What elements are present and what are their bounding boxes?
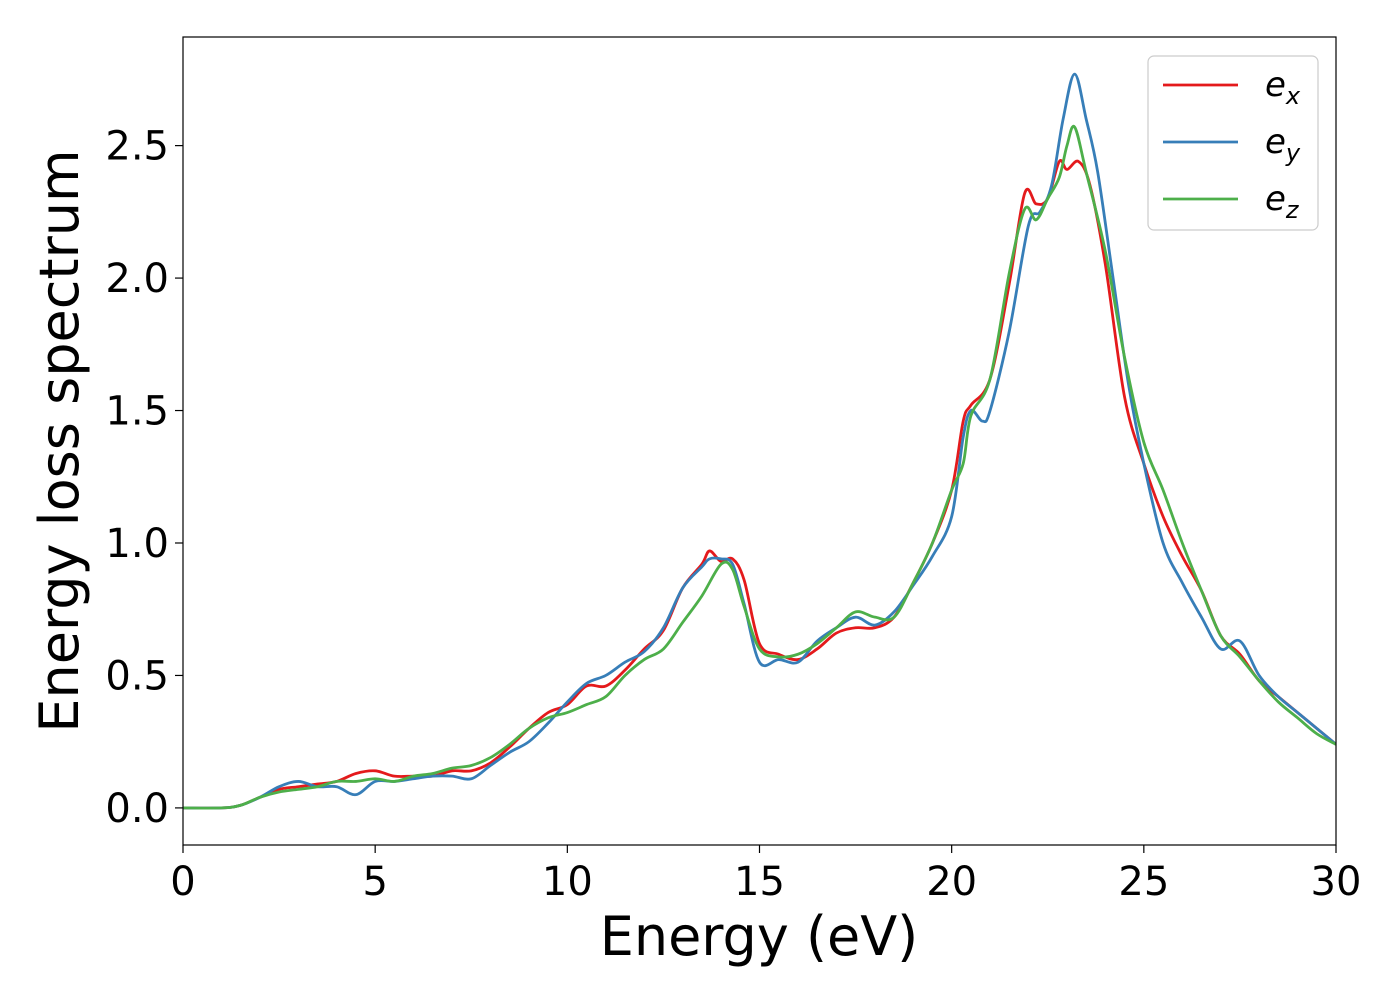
legend-label-ez: ez bbox=[1265, 179, 1300, 224]
x-tick-label: 0 bbox=[170, 859, 195, 905]
legend-label-ey: ey bbox=[1265, 122, 1301, 167]
y-tick-label: 0.5 bbox=[105, 653, 169, 699]
x-tick-label: 10 bbox=[542, 859, 593, 905]
x-tick-label: 15 bbox=[734, 859, 785, 905]
y-tick-label: 1.5 bbox=[105, 389, 169, 435]
y-tick-label: 0.0 bbox=[105, 786, 169, 832]
x-tick-label: 20 bbox=[926, 859, 977, 905]
legend: ex ey ez bbox=[1147, 55, 1319, 231]
x-tick-label: 25 bbox=[1118, 859, 1169, 905]
x-tick-label: 5 bbox=[362, 859, 387, 905]
y-axis: 0.0 0.5 1.0 1.5 2.0 2.5 bbox=[105, 124, 183, 832]
x-axis: 0 5 10 15 20 25 30 bbox=[170, 845, 1361, 905]
x-tick-label: 30 bbox=[1311, 859, 1362, 905]
y-tick-label: 2.0 bbox=[105, 256, 169, 302]
y-axis-label: Energy loss spectrum bbox=[28, 149, 91, 732]
series-line-ez bbox=[183, 124, 1336, 810]
y-tick-label: 2.5 bbox=[105, 124, 169, 170]
series-layer bbox=[183, 72, 1336, 810]
x-axis-label: Energy (eV) bbox=[600, 905, 919, 968]
series-line-ey bbox=[183, 72, 1336, 810]
y-tick-label: 1.0 bbox=[105, 521, 169, 567]
legend-label-ex: ex bbox=[1265, 65, 1301, 110]
